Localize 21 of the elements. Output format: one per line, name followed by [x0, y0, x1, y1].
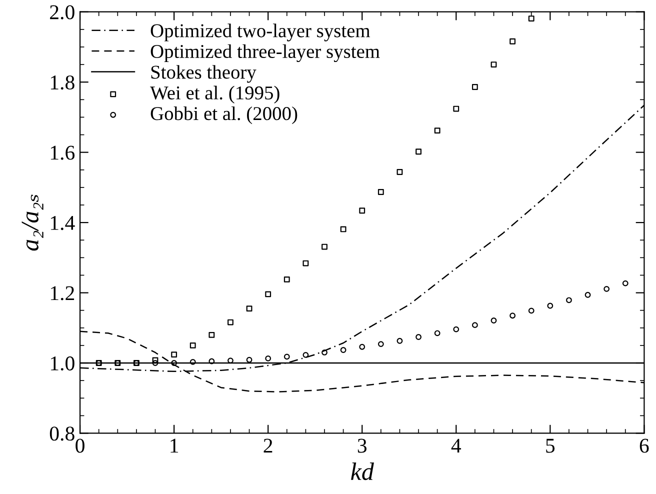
legend-label: Gobbi et al. (2000) — [150, 106, 298, 124]
y-tick-label: 1.8 — [50, 75, 74, 90]
legend-label: Stokes theory — [151, 65, 256, 83]
y-tick-label: 0.8 — [50, 426, 74, 441]
x-tick-label: 2 — [264, 438, 272, 453]
x-tick-label: 5 — [546, 438, 555, 453]
x-tick-label: 1 — [170, 438, 178, 453]
y-tick-label: 2.0 — [50, 5, 74, 20]
y-axis-title: a₂/a₂ₛ — [22, 194, 44, 251]
legend-label: Optimized three-layer system — [150, 44, 380, 62]
x-tick-label: 4 — [451, 438, 462, 453]
y-tick-label: 1.6 — [50, 146, 75, 160]
legend-label: Optimized two-layer system — [150, 24, 370, 42]
y-tick-label: 1.2 — [50, 286, 74, 300]
x-tick-label: 6 — [640, 438, 649, 453]
x-tick-label: 3 — [358, 438, 367, 453]
x-axis-title: kd — [351, 462, 374, 480]
y-tick-label: 1.4 — [50, 216, 75, 230]
y-tick-label: 1.0 — [50, 356, 74, 371]
x-tick-label: 0 — [76, 438, 84, 453]
legend-label: Wei et al. (1995) — [150, 86, 280, 104]
